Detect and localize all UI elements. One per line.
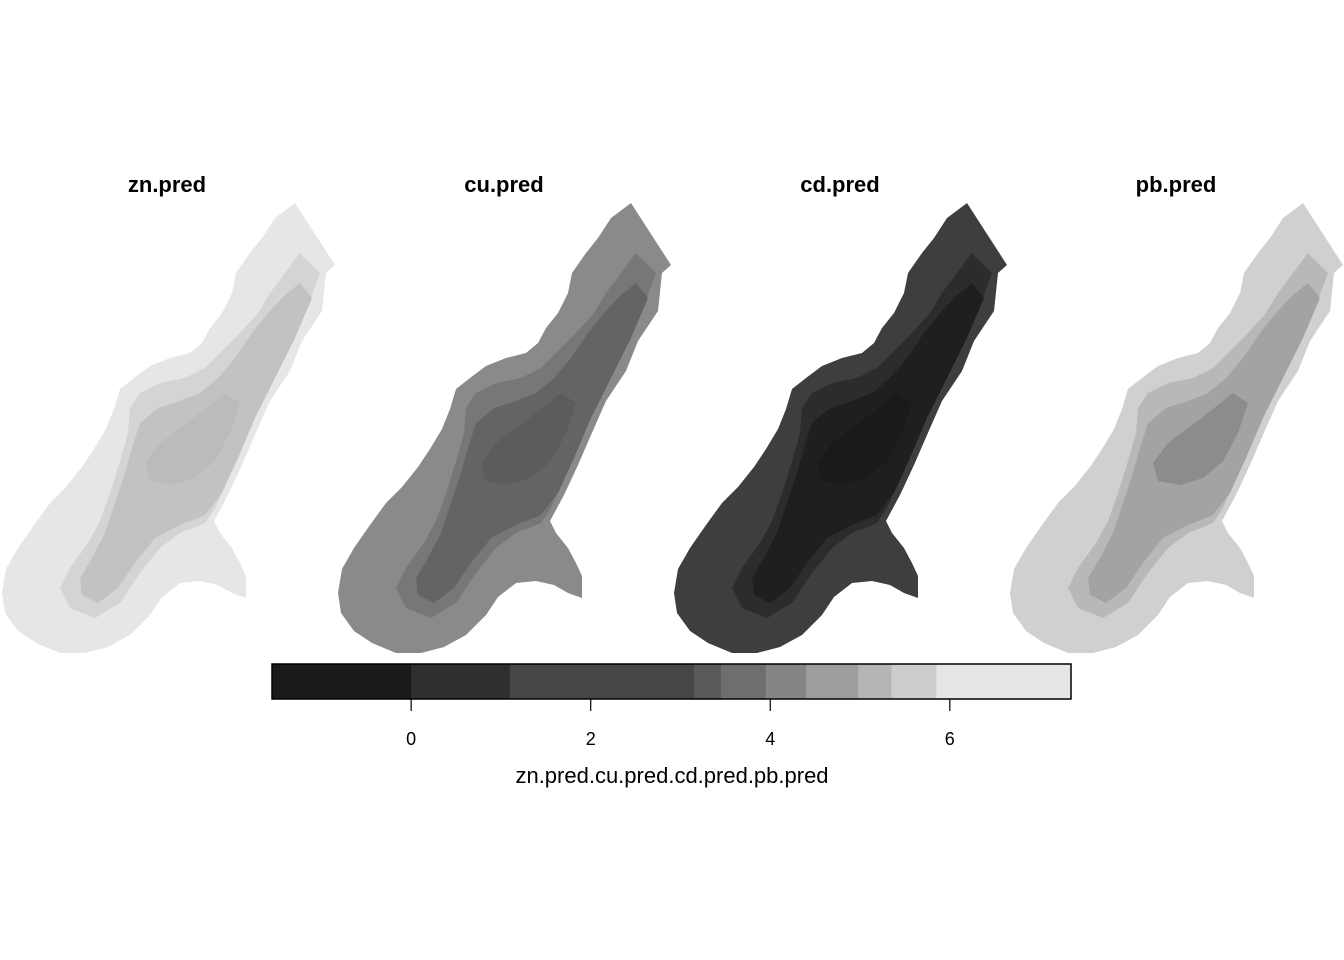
color-legend: 0 2 4 6 zn.pred.cu.pred.cd.pred.pb.pred — [271, 663, 1072, 788]
legend-tick-label: 4 — [765, 729, 775, 749]
legend-swatch — [720, 664, 767, 699]
legend-ticks: 0 2 4 6 — [406, 699, 955, 749]
legend-swatch — [806, 664, 859, 699]
legend-tick-label: 6 — [945, 729, 955, 749]
legend-swatch — [411, 664, 511, 699]
legend-swatch — [936, 664, 1072, 699]
legend-swatch — [693, 664, 722, 699]
legend-title: zn.pred.cu.pred.cd.pred.pb.pred — [515, 763, 828, 788]
legend-swatch — [891, 664, 937, 699]
legend-swatch — [858, 664, 892, 699]
map-panel-cd: cd.pred — [674, 172, 1007, 653]
legend-swatch — [272, 664, 412, 699]
panel-title-pb: pb.pred — [1136, 172, 1217, 197]
legend-tick-label: 0 — [406, 729, 416, 749]
legend-tick-label: 2 — [586, 729, 596, 749]
map-panel-cu: cu.pred — [338, 172, 671, 653]
legend-frame — [271, 663, 1072, 700]
panel-title-cu: cu.pred — [464, 172, 543, 197]
legend-swatch — [765, 664, 807, 699]
legend-color-bar — [272, 664, 1072, 699]
map-panels: zn.pred cu.pred cd.pred pb.pred — [2, 172, 1343, 653]
panel-title-cd: cd.pred — [800, 172, 879, 197]
panel-title-zn: zn.pred — [128, 172, 206, 197]
map-panel-zn: zn.pred — [2, 172, 335, 653]
map-panel-pb: pb.pred — [1010, 172, 1343, 653]
legend-swatch — [509, 664, 695, 699]
